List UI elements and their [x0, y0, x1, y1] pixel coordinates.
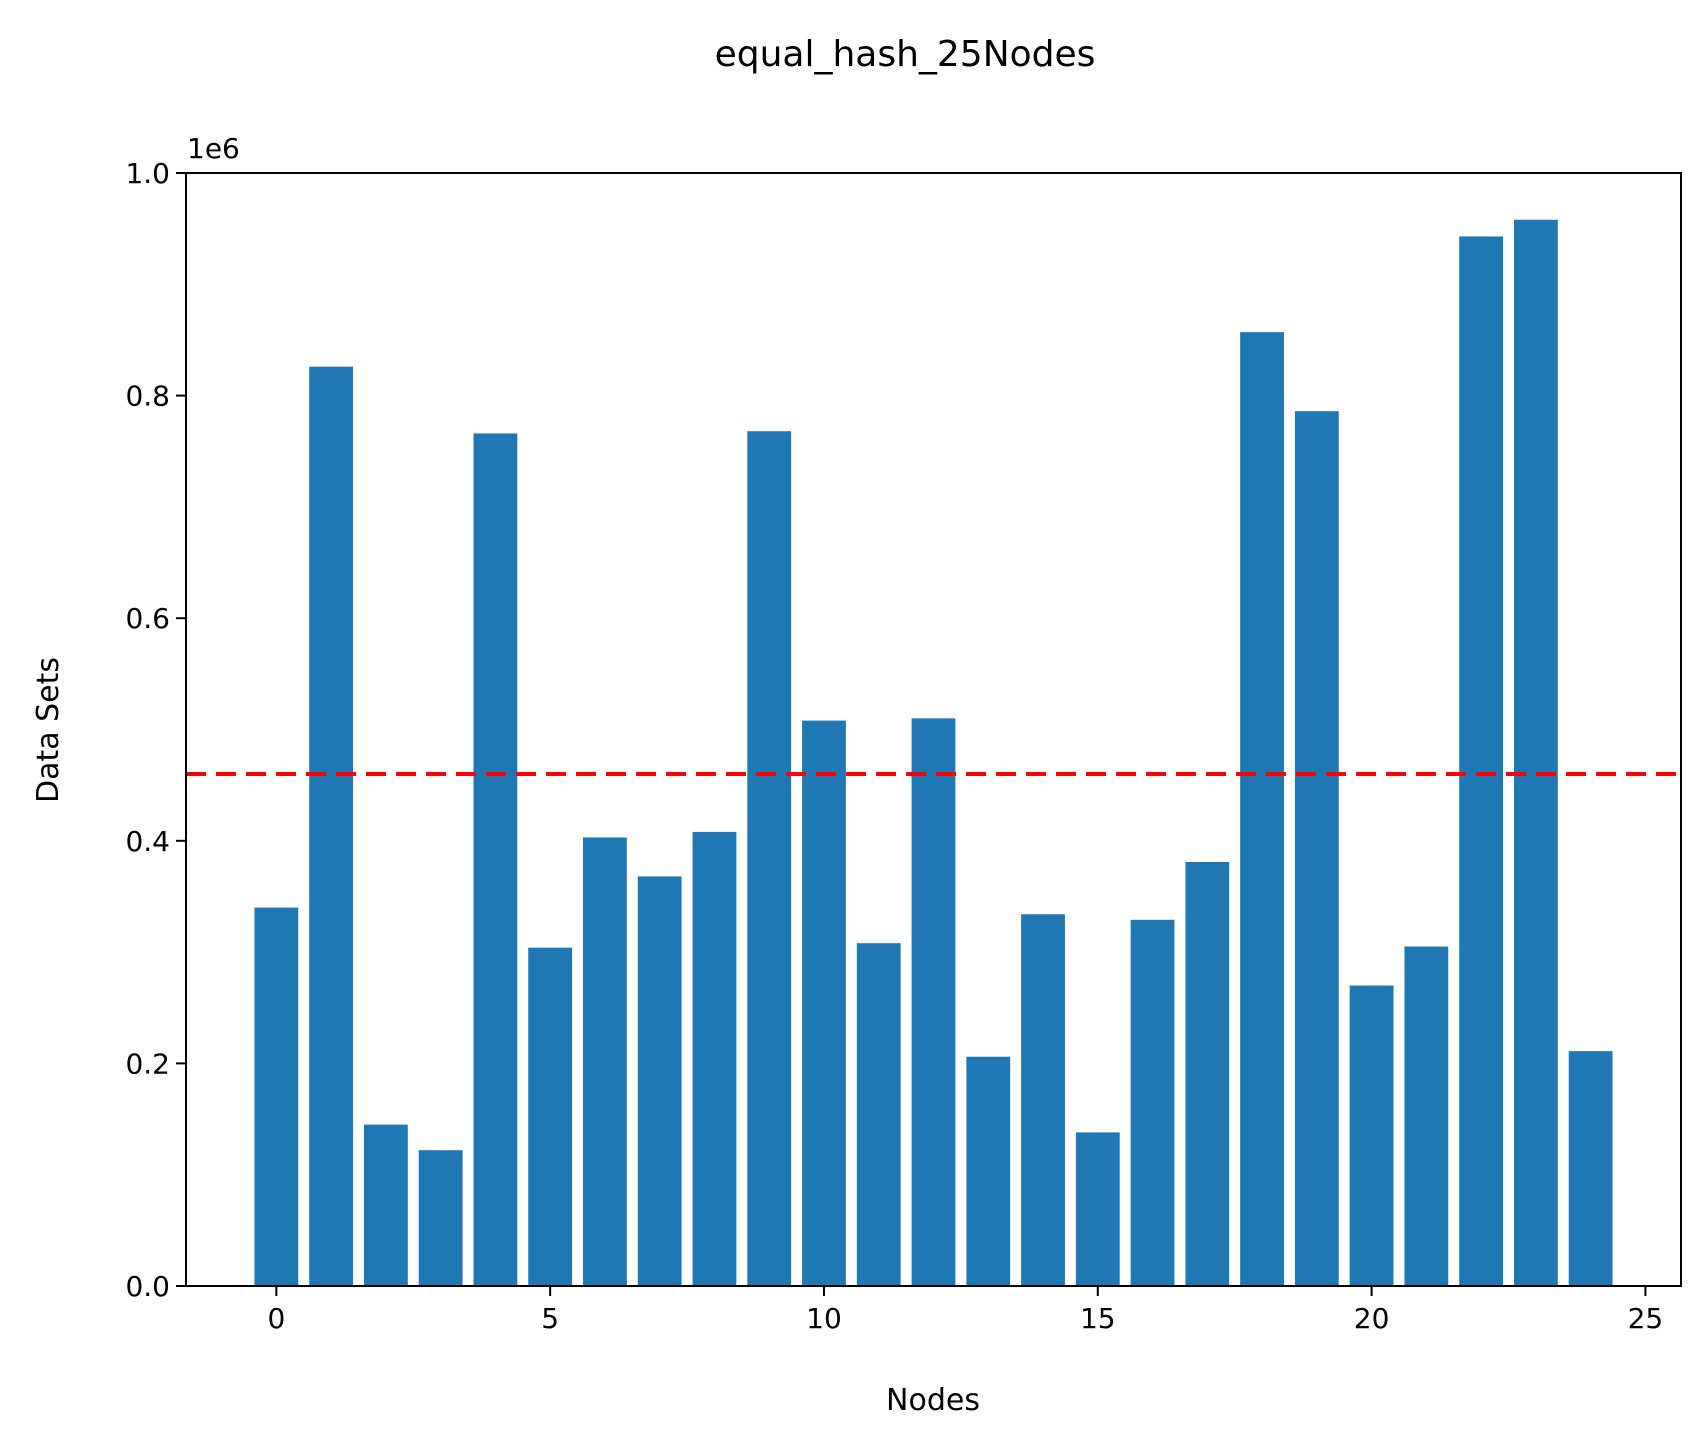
bar-node-24 [1568, 1051, 1613, 1286]
bar-node-0 [254, 907, 299, 1286]
bars-group [254, 219, 1613, 1287]
bar-node-9 [747, 431, 792, 1286]
x-tick-label: 25 [1628, 1302, 1664, 1335]
bar-node-10 [802, 720, 846, 1286]
x-tick-label: 10 [806, 1302, 842, 1335]
bar-node-6 [583, 837, 627, 1286]
x-tick-label: 0 [267, 1302, 285, 1335]
bar-node-22 [1459, 236, 1504, 1286]
y-axis: 0.0 0.2 0.4 0.6 0.8 1.0 [125, 157, 186, 1303]
chart-title: equal_hash_25Nodes [715, 34, 1096, 75]
bar-node-12 [911, 718, 956, 1286]
bar-node-19 [1294, 411, 1339, 1286]
y-tick-label: 1.0 [125, 157, 170, 190]
bar-node-8 [692, 831, 737, 1286]
y-tick-label: 0.4 [125, 825, 170, 858]
bar-node-7 [637, 876, 682, 1286]
y-scale-label: 1e6 [187, 132, 240, 165]
bar-node-14 [1021, 914, 1065, 1286]
plot-frame [185, 172, 1682, 1287]
bar-node-2 [363, 1124, 408, 1286]
bar-node-15 [1075, 1132, 1120, 1286]
x-tick-label: 15 [1080, 1302, 1116, 1335]
y-tick-label: 0.2 [125, 1047, 170, 1080]
bar-node-5 [528, 947, 573, 1286]
y-tick-label: 0.6 [125, 602, 170, 635]
bar-node-17 [1185, 861, 1230, 1286]
y-tick-label: 0.8 [125, 380, 170, 413]
bar-node-1 [309, 366, 354, 1286]
x-axis-title: Nodes [886, 1383, 980, 1418]
x-tick-label: 5 [541, 1302, 559, 1335]
x-axis: 0 5 10 15 20 25 [267, 1286, 1663, 1335]
y-tick-label: 0.0 [125, 1270, 170, 1303]
bar-node-11 [856, 943, 901, 1286]
bar-node-4 [473, 433, 518, 1286]
bar-node-3 [418, 1150, 463, 1286]
bar-node-13 [966, 1056, 1011, 1286]
x-tick-label: 20 [1354, 1302, 1390, 1335]
bar-node-18 [1240, 332, 1284, 1286]
bar-node-23 [1513, 219, 1558, 1287]
y-axis-title: Data Sets [31, 657, 66, 803]
bar-node-20 [1349, 985, 1394, 1286]
bar-node-21 [1404, 946, 1449, 1286]
bar-node-16 [1130, 919, 1175, 1286]
